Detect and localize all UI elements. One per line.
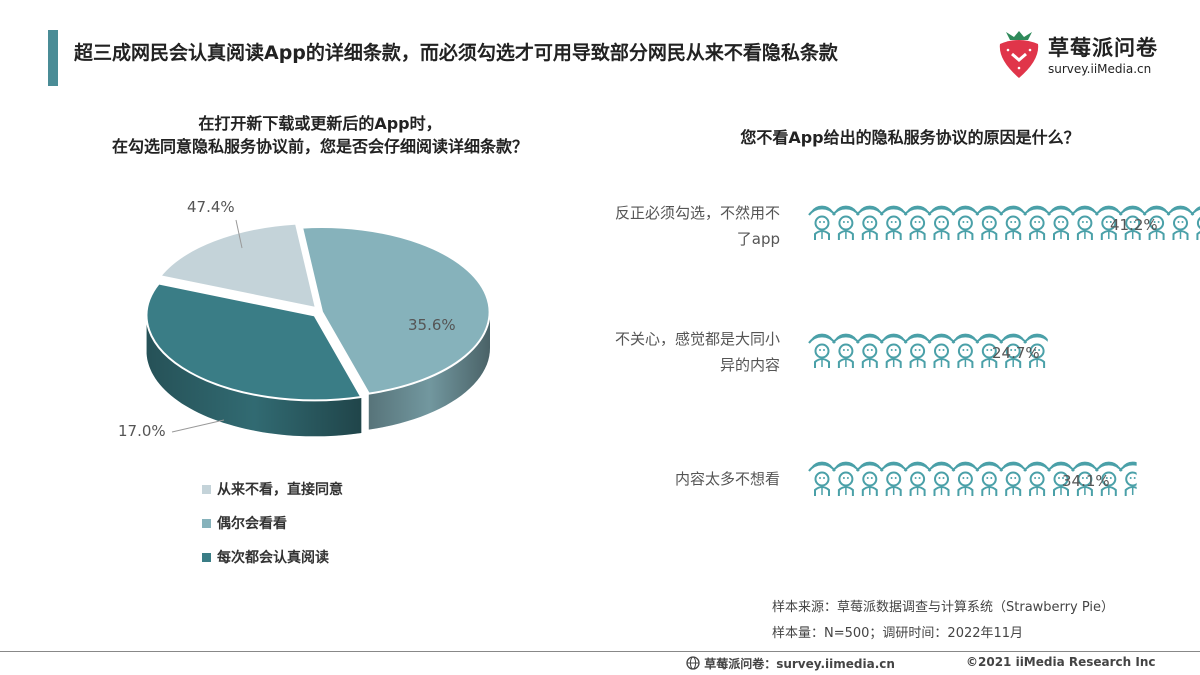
logo-url: survey.iiMedia.cn [1048,62,1152,76]
person-icon [999,205,1028,241]
pie-slice-always-side-shade [146,314,362,437]
source-line-2: 样本量：N=500；调研时间：2022年11月 [772,626,1024,641]
pie-slice-sometimes-label: 47.4% [187,198,235,216]
person-icon [1118,461,1137,497]
pie-slice-never [158,222,318,310]
person-icon [855,205,884,241]
globe-icon [686,656,700,670]
bar-category-1-line-2: 了app [736,230,780,248]
person-icon [951,461,980,497]
legend-item-never: 从来不看，直接同意 [202,472,343,506]
person-icon [927,333,956,369]
pie-slice-sometimes-leader-line [235,219,243,249]
legend-label-sometimes: 偶尔会看看 [217,516,287,532]
legend-swatch-sometimes [202,518,211,528]
person-icon [855,333,884,369]
person-icon [903,333,932,369]
strawberry-icon [999,31,1039,78]
bar-value-label-2: 24.7% [992,344,1040,362]
pie-slice-never-leader-line [171,419,225,433]
person-icon [951,333,980,369]
person-icon [903,461,932,497]
person-icon [975,205,1004,241]
person-icon [808,205,836,241]
person-icon [903,205,932,241]
legend-label-never: 从来不看，直接同意 [217,482,343,498]
pie-chart: 17.0% 47.4% 35.6% [118,198,491,440]
pie-slice-always-label: 35.6% [408,316,456,334]
bar-category-1: 反正必须勾选，不然用不 了app [590,200,780,252]
person-icon [1047,205,1075,241]
footer-website[interactable]: 草莓派问卷：survey.iimedia.cn [686,655,895,672]
person-icon [879,333,908,369]
person-icon [855,461,884,497]
legend-swatch-never [202,484,211,494]
person-icon [927,461,956,497]
person-icon [951,205,980,241]
footer-divider [0,651,1200,652]
person-icon [1023,461,1052,497]
legend-swatch-always [202,552,211,562]
logo-name: 草莓派问卷 [1048,36,1158,60]
bar-category-1-line-1: 反正必须勾选，不然用不 [614,204,780,222]
person-icon [1190,205,1200,241]
pictogram-bar-chart [808,205,1200,497]
person-icon [1070,205,1099,241]
brand-logo: 草莓派问卷 survey.iiMedia.cn [996,30,1196,80]
person-icon [1023,205,1052,241]
legend-item-always: 每次都会认真阅读 [202,540,343,574]
pie-legend: 从来不看，直接同意 偶尔会看看 每次都会认真阅读 [202,472,343,574]
footer-copyright: ©2021 iiMedia Research Inc [966,655,1156,669]
bar-category-3: 内容太多不想看 [590,466,780,492]
bar-category-3-line-1: 内容太多不想看 [674,470,780,488]
headline-accent-bar [48,30,58,86]
pie-title-line-2: 在勾选同意隐私服务协议前，您是否会仔细阅读详细条款？ [111,137,528,156]
legend-item-sometimes: 偶尔会看看 [202,506,343,540]
pie-title-line-1: 在打开新下载或更新后的App时， [198,114,442,133]
person-icon [808,333,836,369]
pie-slice-sometimes-side-shade [368,311,490,430]
pie-slice-sometimes [300,226,491,395]
bar-value-label-3: 34.1% [1062,472,1110,490]
person-icon [831,461,860,497]
bar-value-label-1: 41.2% [1110,216,1158,234]
person-icon [879,205,908,241]
person-icon [879,461,908,497]
pie-slice-always [145,282,363,402]
bar-category-2-line-1: 不关心，感觉都是大同小 [614,330,780,348]
source-line-1: 样本来源：草莓派数据调查与计算系统（Strawberry Pie） [772,600,1114,615]
person-icon [831,205,860,241]
footer-website-text: 草莓派问卷：survey.iimedia.cn [704,657,895,671]
person-icon [927,205,956,241]
person-icon [831,333,860,369]
person-icon [808,461,836,497]
bar-category-2-line-2: 异的内容 [719,356,780,374]
person-icon [1166,205,1195,241]
page-headline: 超三成网民会认真阅读App的详细条款，而必须勾选才可用导致部分网民从来不看隐私条… [74,42,838,64]
pie-slice-never-label: 17.0% [118,422,166,440]
legend-label-always: 每次都会认真阅读 [217,550,329,566]
pie-chart-title: 在打开新下载或更新后的App时， 在勾选同意隐私服务协议前，您是否会仔细阅读详细… [30,112,610,158]
person-icon [999,461,1028,497]
bar-chart-title: 您不看App给出的隐私服务协议的原因是什么？ [740,128,1080,147]
bar-category-2: 不关心，感觉都是大同小 异的内容 [590,326,780,378]
person-icon [975,461,1004,497]
